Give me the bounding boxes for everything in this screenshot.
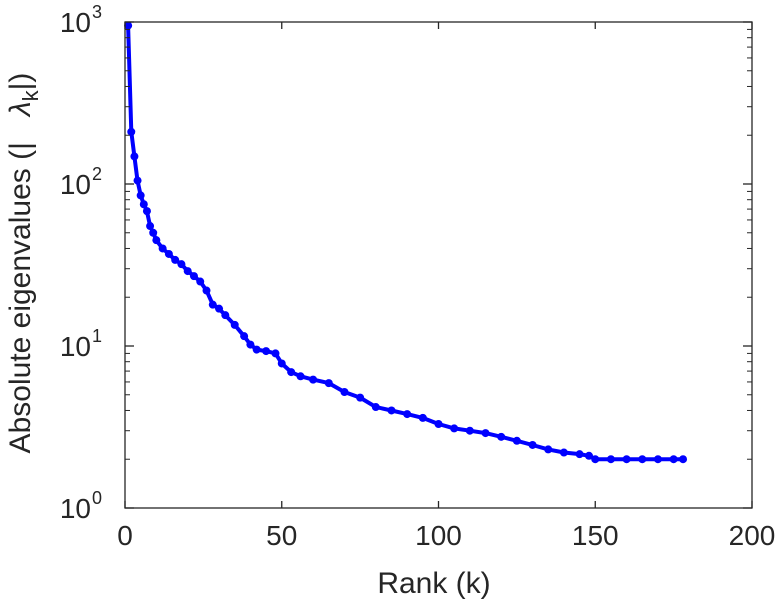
data-point bbox=[133, 176, 142, 185]
data-point bbox=[202, 286, 211, 295]
data-point bbox=[584, 451, 593, 460]
y-axis-label-prefix: Absolute eigenvalues (| bbox=[4, 142, 37, 453]
data-point bbox=[271, 349, 280, 358]
data-point bbox=[158, 244, 167, 253]
x-tick-label: 200 bbox=[729, 520, 776, 551]
data-point bbox=[309, 375, 318, 384]
y-tick-label: 10 bbox=[60, 493, 91, 524]
data-point bbox=[146, 222, 155, 231]
y-tick-label: 10 bbox=[60, 7, 91, 38]
data-point bbox=[591, 455, 600, 464]
data-point bbox=[544, 445, 553, 454]
data-point bbox=[497, 432, 506, 441]
plot-layer bbox=[124, 21, 688, 464]
y-tick-exponent: 3 bbox=[92, 2, 102, 22]
data-point bbox=[152, 236, 161, 245]
y-axis-label-symbol: λ bbox=[4, 101, 37, 118]
data-point bbox=[246, 340, 255, 349]
x-tick-label: 50 bbox=[266, 520, 297, 551]
data-point bbox=[287, 368, 296, 377]
data-point bbox=[371, 403, 380, 412]
data-point bbox=[324, 379, 333, 388]
data-point bbox=[252, 345, 261, 354]
data-point bbox=[622, 455, 631, 464]
y-tick-label: 10 bbox=[60, 169, 91, 200]
data-point bbox=[183, 267, 192, 276]
data-point bbox=[653, 455, 662, 464]
data-point bbox=[296, 372, 305, 381]
data-point bbox=[403, 410, 412, 419]
y-tick-exponent: 1 bbox=[92, 326, 102, 346]
data-point bbox=[164, 249, 173, 258]
x-tick-label: 150 bbox=[572, 520, 619, 551]
data-point bbox=[277, 359, 286, 368]
data-point bbox=[149, 228, 158, 237]
data-point bbox=[434, 420, 443, 429]
data-point bbox=[528, 440, 537, 449]
x-axis-label: Rank (k) bbox=[377, 567, 490, 600]
y-tick-label: 10 bbox=[60, 331, 91, 362]
data-point bbox=[465, 426, 474, 435]
y-tick-base: 10 bbox=[60, 169, 91, 200]
data-point bbox=[215, 304, 224, 313]
y-axis-label: Absolute eigenvalues (| λk|) bbox=[4, 73, 43, 454]
data-point bbox=[139, 200, 148, 209]
data-point bbox=[208, 300, 217, 309]
data-point bbox=[136, 191, 145, 200]
y-axis-label-subscript: k bbox=[18, 89, 43, 101]
data-point bbox=[418, 413, 427, 422]
data-point bbox=[559, 448, 568, 457]
y-tick-exponent: 2 bbox=[92, 164, 102, 184]
y-tick-base: 10 bbox=[60, 7, 91, 38]
data-point bbox=[356, 393, 365, 402]
data-point bbox=[124, 21, 133, 30]
y-tick-base: 10 bbox=[60, 331, 91, 362]
data-point bbox=[177, 260, 186, 269]
data-point bbox=[679, 455, 688, 464]
data-point bbox=[575, 450, 584, 459]
x-tick-label: 0 bbox=[117, 520, 133, 551]
data-point bbox=[481, 429, 490, 438]
data-point bbox=[142, 207, 151, 216]
data-point bbox=[512, 436, 521, 445]
y-tick-exponent: 0 bbox=[92, 488, 102, 508]
data-point bbox=[171, 255, 180, 264]
data-point bbox=[189, 272, 198, 281]
series-line bbox=[126, 23, 685, 462]
data-point bbox=[340, 388, 349, 397]
data-point bbox=[127, 127, 136, 136]
data-point bbox=[230, 320, 239, 329]
data-point bbox=[196, 277, 205, 286]
y-axis-label-suffix: |) bbox=[4, 73, 37, 91]
data-point bbox=[638, 455, 647, 464]
data-point bbox=[262, 347, 271, 356]
plot-area-frame bbox=[124, 21, 753, 509]
data-point bbox=[130, 152, 139, 161]
data-point bbox=[387, 406, 396, 415]
data-point bbox=[669, 455, 678, 464]
data-point bbox=[450, 424, 459, 433]
y-tick-base: 10 bbox=[60, 493, 91, 524]
data-point bbox=[240, 332, 249, 341]
x-tick-label: 100 bbox=[415, 520, 462, 551]
data-point bbox=[221, 311, 230, 320]
data-point bbox=[606, 455, 615, 464]
